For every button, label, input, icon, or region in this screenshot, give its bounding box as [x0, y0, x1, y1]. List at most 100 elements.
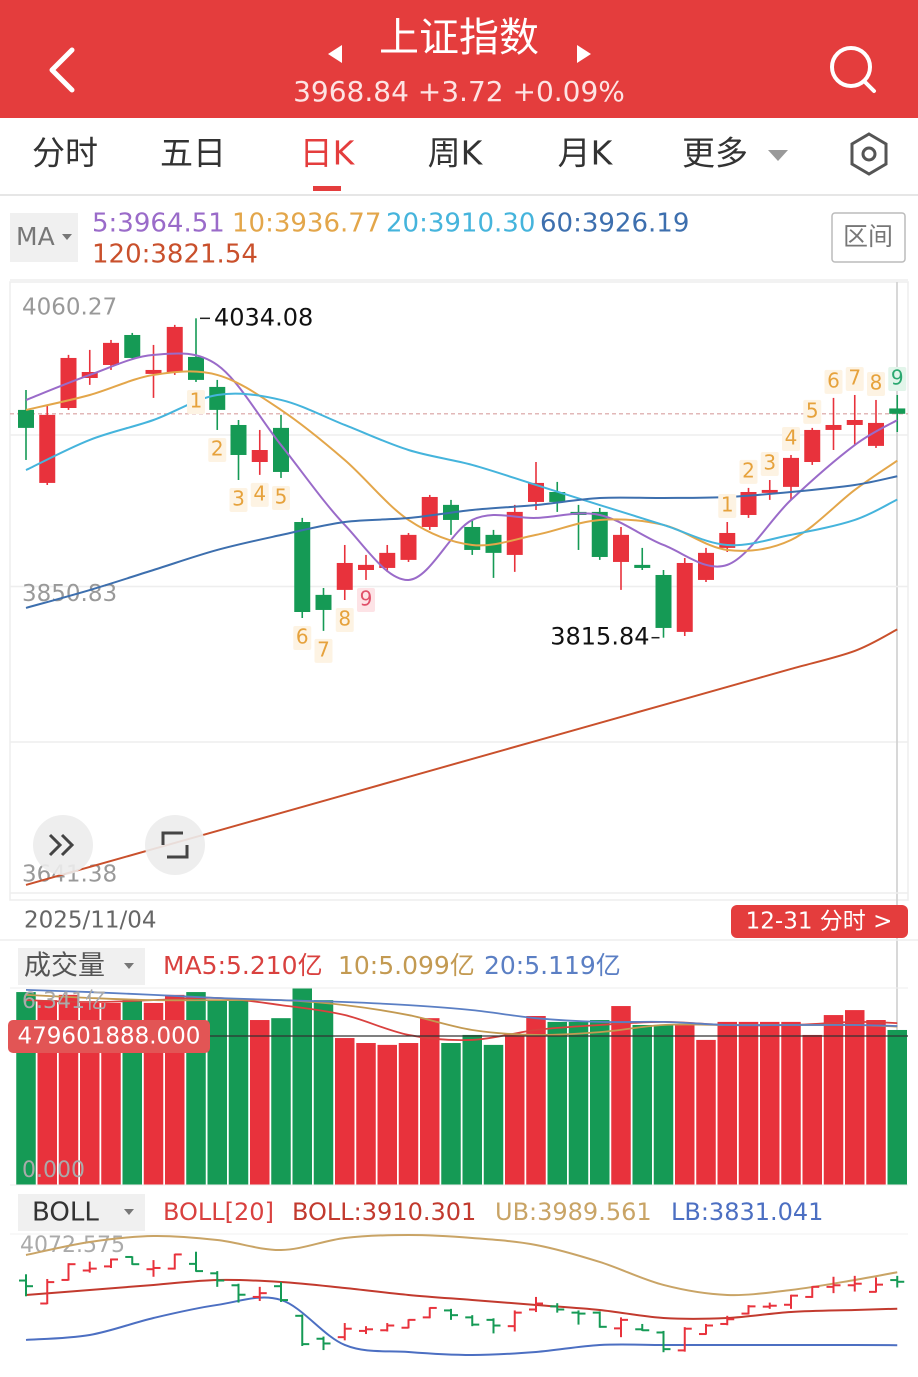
volume-button[interactable] [18, 948, 145, 985]
candle-body [698, 552, 714, 580]
candle-body [209, 386, 226, 410]
volume-bar [823, 1015, 844, 1185]
td-badge [335, 607, 354, 632]
ma-caret [62, 234, 72, 240]
tab[interactable]: 五日 [160, 134, 226, 173]
boll-params: BOLL[20] [163, 1198, 274, 1226]
candle-body [761, 489, 778, 493]
back-button[interactable] [49, 47, 75, 93]
td-label: 7 [848, 365, 861, 389]
next-arrow[interactable] [577, 45, 591, 63]
indicator-line [25, 352, 898, 581]
td-label: 5 [806, 398, 819, 422]
intraday-button-label: 12-31 分时 > [746, 909, 893, 935]
settings-button[interactable] [850, 132, 888, 176]
more-caret [768, 150, 788, 161]
extreme-label: 3815.84 [550, 623, 649, 651]
boll-button-label: BOLL [32, 1198, 99, 1228]
td-label: 6 [827, 368, 840, 392]
td-label: 6 [296, 624, 309, 648]
td-label: 2 [211, 436, 224, 460]
candle-body [315, 594, 332, 610]
candle-body [358, 564, 374, 571]
prev-arrow[interactable] [328, 45, 342, 63]
td-badge [187, 389, 205, 414]
range-button[interactable] [831, 212, 906, 263]
volume-bar [228, 1000, 249, 1185]
volume-bar [313, 1000, 334, 1185]
volume-bar [845, 1010, 865, 1185]
td-badge [208, 437, 227, 462]
td-badge [824, 369, 843, 394]
candle-body [740, 492, 757, 515]
settings-dot [861, 146, 877, 162]
legend-entry: BOLL:3910.301 [292, 1198, 476, 1226]
legend-entry: 20:5.119亿 [484, 951, 621, 980]
volume-bar [377, 1044, 397, 1185]
candle-body [591, 511, 608, 557]
candle-body [421, 496, 438, 527]
td-badge [272, 485, 290, 510]
candle-body [273, 427, 289, 472]
ma-button-label: MA [16, 222, 55, 251]
td-label: 9 [891, 365, 904, 389]
candle-body [336, 562, 353, 590]
title: 上证指数 [379, 15, 539, 61]
fullscreen-button[interactable] [145, 815, 205, 875]
tab[interactable]: 分时 [32, 134, 98, 173]
volume-bar [760, 1021, 780, 1185]
header-bar [0, 0, 918, 118]
volume-bar [717, 1021, 737, 1185]
volume-bar [632, 1025, 652, 1185]
indicator-line [25, 1296, 898, 1356]
indicator-line [25, 1278, 898, 1320]
candle-body [464, 526, 481, 550]
volume-bar [526, 1015, 546, 1185]
legend-entry: MA5:5.210亿 [163, 951, 323, 980]
td-label: 3 [763, 451, 776, 475]
td-badge [293, 625, 312, 650]
volume-bar [292, 988, 312, 1185]
tab[interactable]: 更多 [682, 134, 748, 173]
td-badge [803, 399, 822, 424]
td-label: 7 [317, 637, 330, 661]
volume-bar [696, 1039, 716, 1185]
td-label: 8 [870, 370, 883, 394]
candle-body [39, 414, 56, 483]
volume-bar [653, 1025, 674, 1185]
td-badge [739, 459, 758, 484]
volume-bar [887, 1029, 907, 1185]
candle-body [188, 356, 204, 380]
search-button[interactable] [830, 46, 876, 93]
tab[interactable]: 日K [300, 134, 356, 173]
td-badge [718, 494, 737, 519]
expand-icon [48, 833, 75, 857]
boll-button[interactable] [18, 1194, 145, 1231]
td-badge [229, 488, 248, 513]
tab-bar: 分时 五日 日K 周K 月K 更多 [32, 134, 748, 191]
td-label: 1 [721, 493, 734, 517]
volume-bar [590, 1020, 610, 1185]
candle-body [124, 334, 141, 358]
extreme-label: 4034.08 [214, 303, 313, 331]
y-tick-label: 6.341亿 [22, 989, 107, 1014]
intraday-button[interactable] [731, 905, 908, 938]
tab[interactable]: 周K [428, 134, 484, 173]
volume-bar [568, 1021, 589, 1185]
volume-bar [441, 1043, 461, 1185]
td-badge [845, 366, 864, 391]
td-badge [760, 452, 779, 477]
volume-bar [271, 1018, 291, 1185]
tab[interactable]: 月K [558, 134, 614, 173]
td-badge [782, 426, 800, 451]
candle-body [804, 429, 821, 463]
volume-bar [611, 1006, 631, 1185]
legend-entry: 120:3821.54 [92, 240, 258, 270]
candle-body [251, 450, 268, 463]
candle-body [676, 562, 693, 632]
candle-body [166, 326, 183, 373]
td-label: 2 [742, 458, 755, 482]
expand-button[interactable] [33, 815, 93, 875]
tab-underline [313, 186, 341, 191]
